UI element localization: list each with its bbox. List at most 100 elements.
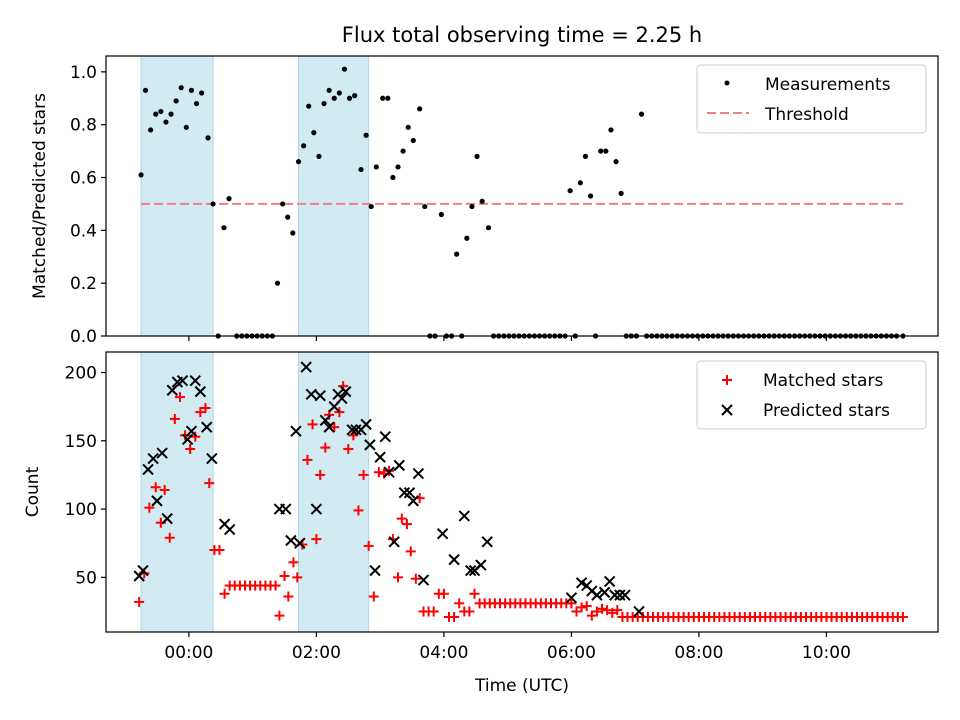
matched-star-marker <box>219 588 230 599</box>
legend-predicted-cross <box>721 404 733 416</box>
measurement-point <box>280 201 286 207</box>
measurement-point <box>638 111 645 117</box>
matched-star-marker <box>214 545 225 556</box>
matched-star-marker <box>200 403 211 413</box>
y-tick-label: 0.0 <box>70 327 97 347</box>
matched-star-marker <box>150 482 161 493</box>
predicted-star-marker <box>633 605 645 618</box>
measurement-point <box>485 225 492 231</box>
y-tick-label: 0.8 <box>70 116 97 136</box>
predicted-star-marker <box>133 570 145 582</box>
bottom-y-axis-label: Count <box>23 466 43 517</box>
predicted-star-marker <box>458 510 471 522</box>
predicted-star-marker <box>379 430 391 443</box>
predicted-star-marker <box>294 537 306 549</box>
predicted-star-marker <box>314 390 326 402</box>
matched-star-marker <box>571 606 582 617</box>
measurement-point <box>341 66 348 72</box>
y-tick-label: 200 <box>65 363 97 383</box>
matched-star-marker <box>566 598 577 609</box>
measurement-point <box>290 230 296 236</box>
matched-star-markers <box>134 381 908 622</box>
predicted-star-marker <box>614 589 626 601</box>
predicted-star-marker <box>412 467 425 480</box>
predicted-star-marker <box>383 466 395 478</box>
matched-star-marker <box>270 580 281 591</box>
predicted-star-marker <box>142 463 154 476</box>
measurement-point <box>210 201 216 207</box>
measurement-points <box>138 66 906 339</box>
measurement-point <box>226 196 232 202</box>
matched-star-marker <box>302 454 313 465</box>
legend-measurement-marker <box>724 80 730 86</box>
legend-matched-plus <box>722 375 732 385</box>
predicted-star-marker <box>598 586 611 599</box>
legend-predicted: Predicted stars <box>763 401 890 421</box>
matched-star-marker <box>334 407 345 418</box>
chart-title: Flux total observing time = 2.25 h <box>342 23 702 47</box>
measurement-point <box>311 130 317 136</box>
legend-predicted-marker <box>721 404 733 416</box>
predicted-star-marker <box>305 388 317 401</box>
top-legend: Measurements Threshold <box>696 64 927 134</box>
measurement-point <box>153 111 159 117</box>
measurement-point <box>316 153 322 159</box>
predicted-star-marker <box>340 385 352 398</box>
legend-matched-marker <box>722 375 732 385</box>
matched-star-marker <box>174 392 185 403</box>
matched-star-marker <box>405 546 416 557</box>
observing-window-2 <box>298 55 370 337</box>
ratio-panel: 0.0 0.2 0.4 0.6 0.8 1.0 Matched/Predicted sta… <box>30 55 939 347</box>
matched-star-marker <box>591 606 602 617</box>
x-tick-label: 04:00 <box>419 643 468 663</box>
measurement-point <box>474 153 480 159</box>
matched-star-marker <box>396 513 407 524</box>
predicted-star-marker <box>609 589 621 601</box>
measurement-point <box>422 203 428 210</box>
measurement-point <box>368 203 374 210</box>
matched-star-marker <box>401 519 412 530</box>
predicted-star-marker <box>300 361 312 373</box>
matched-star-marker <box>368 591 379 602</box>
predicted-star-marker <box>189 374 201 387</box>
predicted-star-marker <box>393 459 405 472</box>
matched-star-marker <box>469 588 480 599</box>
legend-matched: Matched stars <box>763 371 883 391</box>
measurement-point <box>358 166 364 173</box>
measurement-point <box>326 87 332 93</box>
predicted-star-marker <box>481 536 493 548</box>
measurement-point <box>410 137 416 144</box>
measurement-point <box>380 95 386 101</box>
matched-star-marker <box>607 607 618 618</box>
matched-star-marker <box>288 557 299 568</box>
observing-window-2 <box>298 351 370 633</box>
matched-star-marker <box>283 591 294 602</box>
predicted-star-marker <box>181 433 194 446</box>
matched-star-marker <box>185 443 196 454</box>
measurement-point <box>618 190 624 196</box>
observing-window-1 <box>140 351 214 633</box>
matched-star-marker <box>438 588 449 599</box>
matched-star-marker <box>586 610 597 621</box>
measurement-point <box>193 100 200 107</box>
measurement-point <box>168 111 174 117</box>
predicted-star-marker <box>619 589 631 601</box>
matched-star-marker <box>329 422 340 433</box>
predicted-star-marker <box>206 452 218 465</box>
matched-star-marker <box>602 605 613 616</box>
predicted-star-marker <box>201 421 213 433</box>
measurement-point <box>199 90 205 96</box>
x-tick-label: 10:00 <box>802 643 851 663</box>
predicted-star-markers <box>133 361 645 618</box>
measurement-point <box>178 85 184 91</box>
predicted-star-marker <box>591 589 603 601</box>
measurement-point <box>479 198 485 204</box>
matched-star-marker <box>274 610 285 621</box>
measurement-point <box>346 95 353 101</box>
matched-star-marker <box>134 596 145 607</box>
measurement-point <box>142 87 149 93</box>
measurement-point <box>613 159 619 165</box>
matched-star-marker <box>311 534 322 545</box>
measurement-point <box>336 90 342 96</box>
